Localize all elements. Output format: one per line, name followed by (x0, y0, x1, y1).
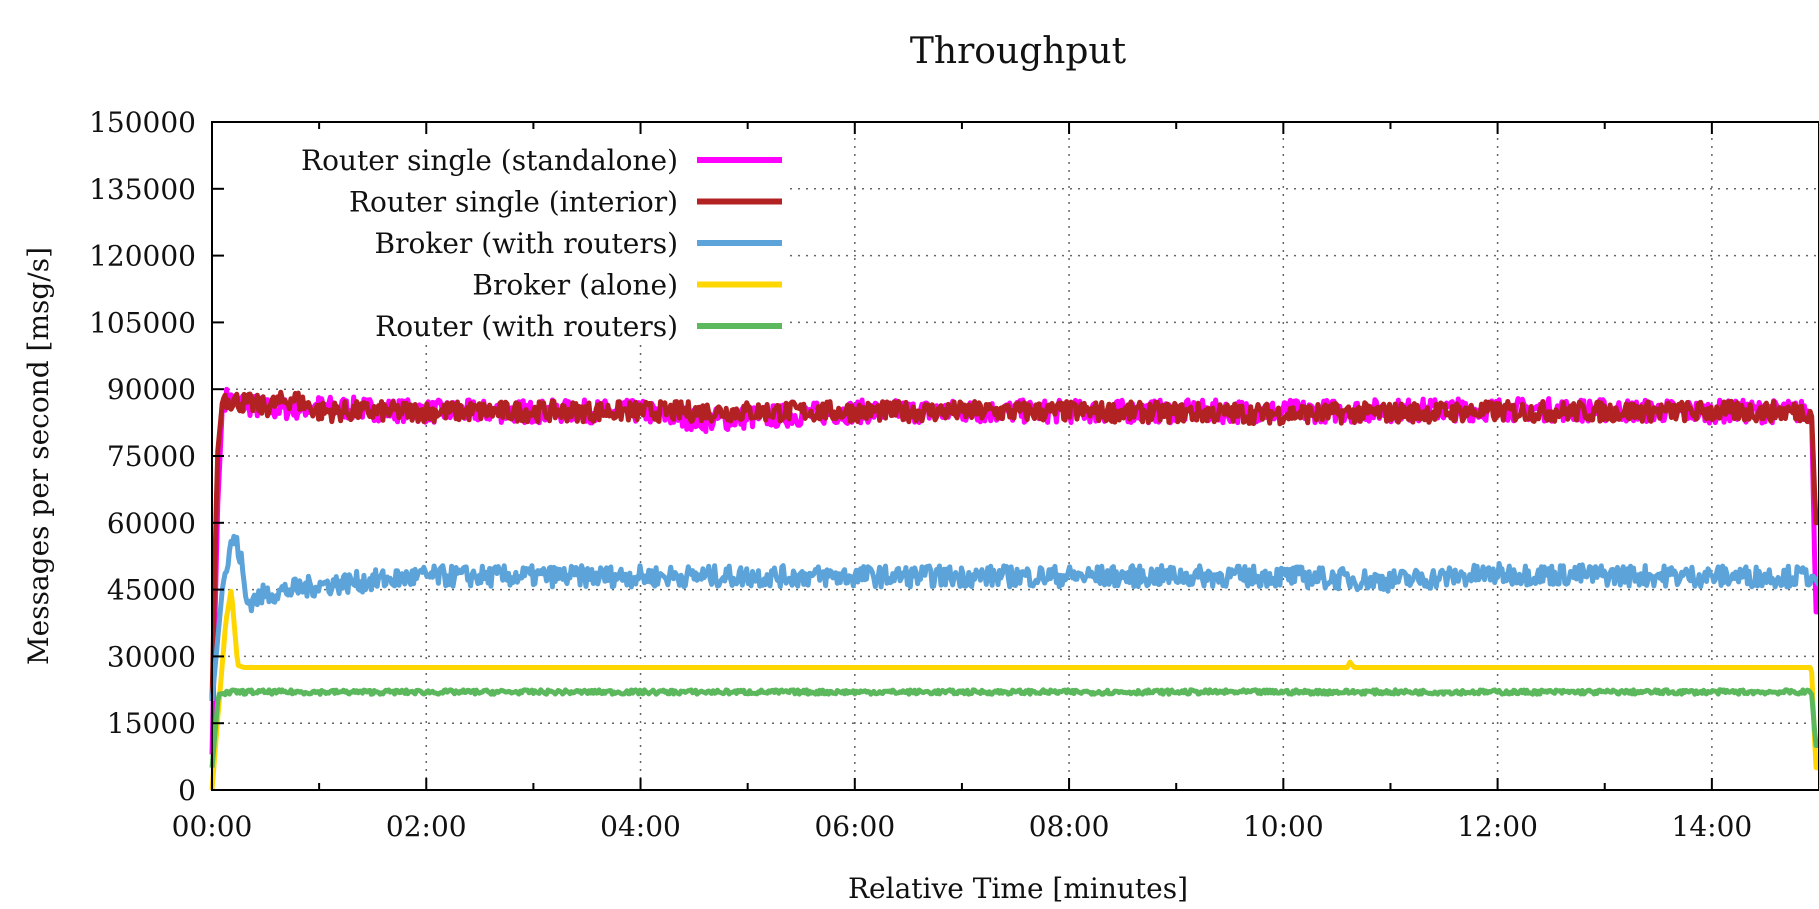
y-tick-label: 120000 (89, 240, 196, 273)
x-tick-label: 12:00 (1457, 810, 1538, 843)
series-layer (209, 386, 1819, 791)
grid-lines (212, 122, 1819, 790)
x-tick-labels: 00:00 02:00 04:00 06:00 08:00 10:00 12:00 14:00 (172, 810, 1753, 843)
y-tick-label: 45000 (107, 574, 196, 607)
legend-label: Broker (alone) (472, 269, 678, 302)
legend-label: Router single (interior) (349, 186, 678, 219)
y-tick-label: 60000 (107, 507, 196, 540)
x-tick-label: 14:00 (1672, 810, 1753, 843)
legend-label: Router single (standalone) (301, 144, 678, 177)
x-axis-title: Relative Time [minutes] (848, 872, 1188, 905)
axis-ticks (211, 121, 1819, 791)
x-tick-label: 02:00 (386, 810, 467, 843)
y-tick-label: 15000 (107, 707, 196, 740)
legend: Router single (standalone) Router single … (301, 144, 782, 343)
y-tick-labels: 0 15000 30000 45000 60000 75000 90000 105000 120… (89, 106, 196, 807)
y-tick-label: 75000 (107, 440, 196, 473)
x-tick-label: 00:00 (172, 810, 253, 843)
legend-label: Router (with routers) (375, 310, 678, 343)
legend-label: Broker (with routers) (375, 227, 678, 260)
y-tick-label: 150000 (89, 106, 196, 139)
y-tick-label: 105000 (89, 306, 196, 339)
series-line (209, 389, 1819, 701)
x-tick-label: 04:00 (600, 810, 681, 843)
y-tick-label: 90000 (107, 373, 196, 406)
y-tick-label: 30000 (107, 640, 196, 673)
x-tick-label: 10:00 (1243, 810, 1324, 843)
y-tick-label: 135000 (89, 173, 196, 206)
x-tick-label: 06:00 (814, 810, 895, 843)
series-line (209, 687, 1819, 768)
y-axis-title: Messages per second [msg/s] (22, 247, 55, 665)
series-line (209, 533, 1819, 702)
chart-title: Throughput (910, 31, 1127, 72)
series-line (209, 588, 1819, 791)
x-tick-label: 08:00 (1029, 810, 1110, 843)
y-tick-label: 0 (178, 774, 196, 807)
